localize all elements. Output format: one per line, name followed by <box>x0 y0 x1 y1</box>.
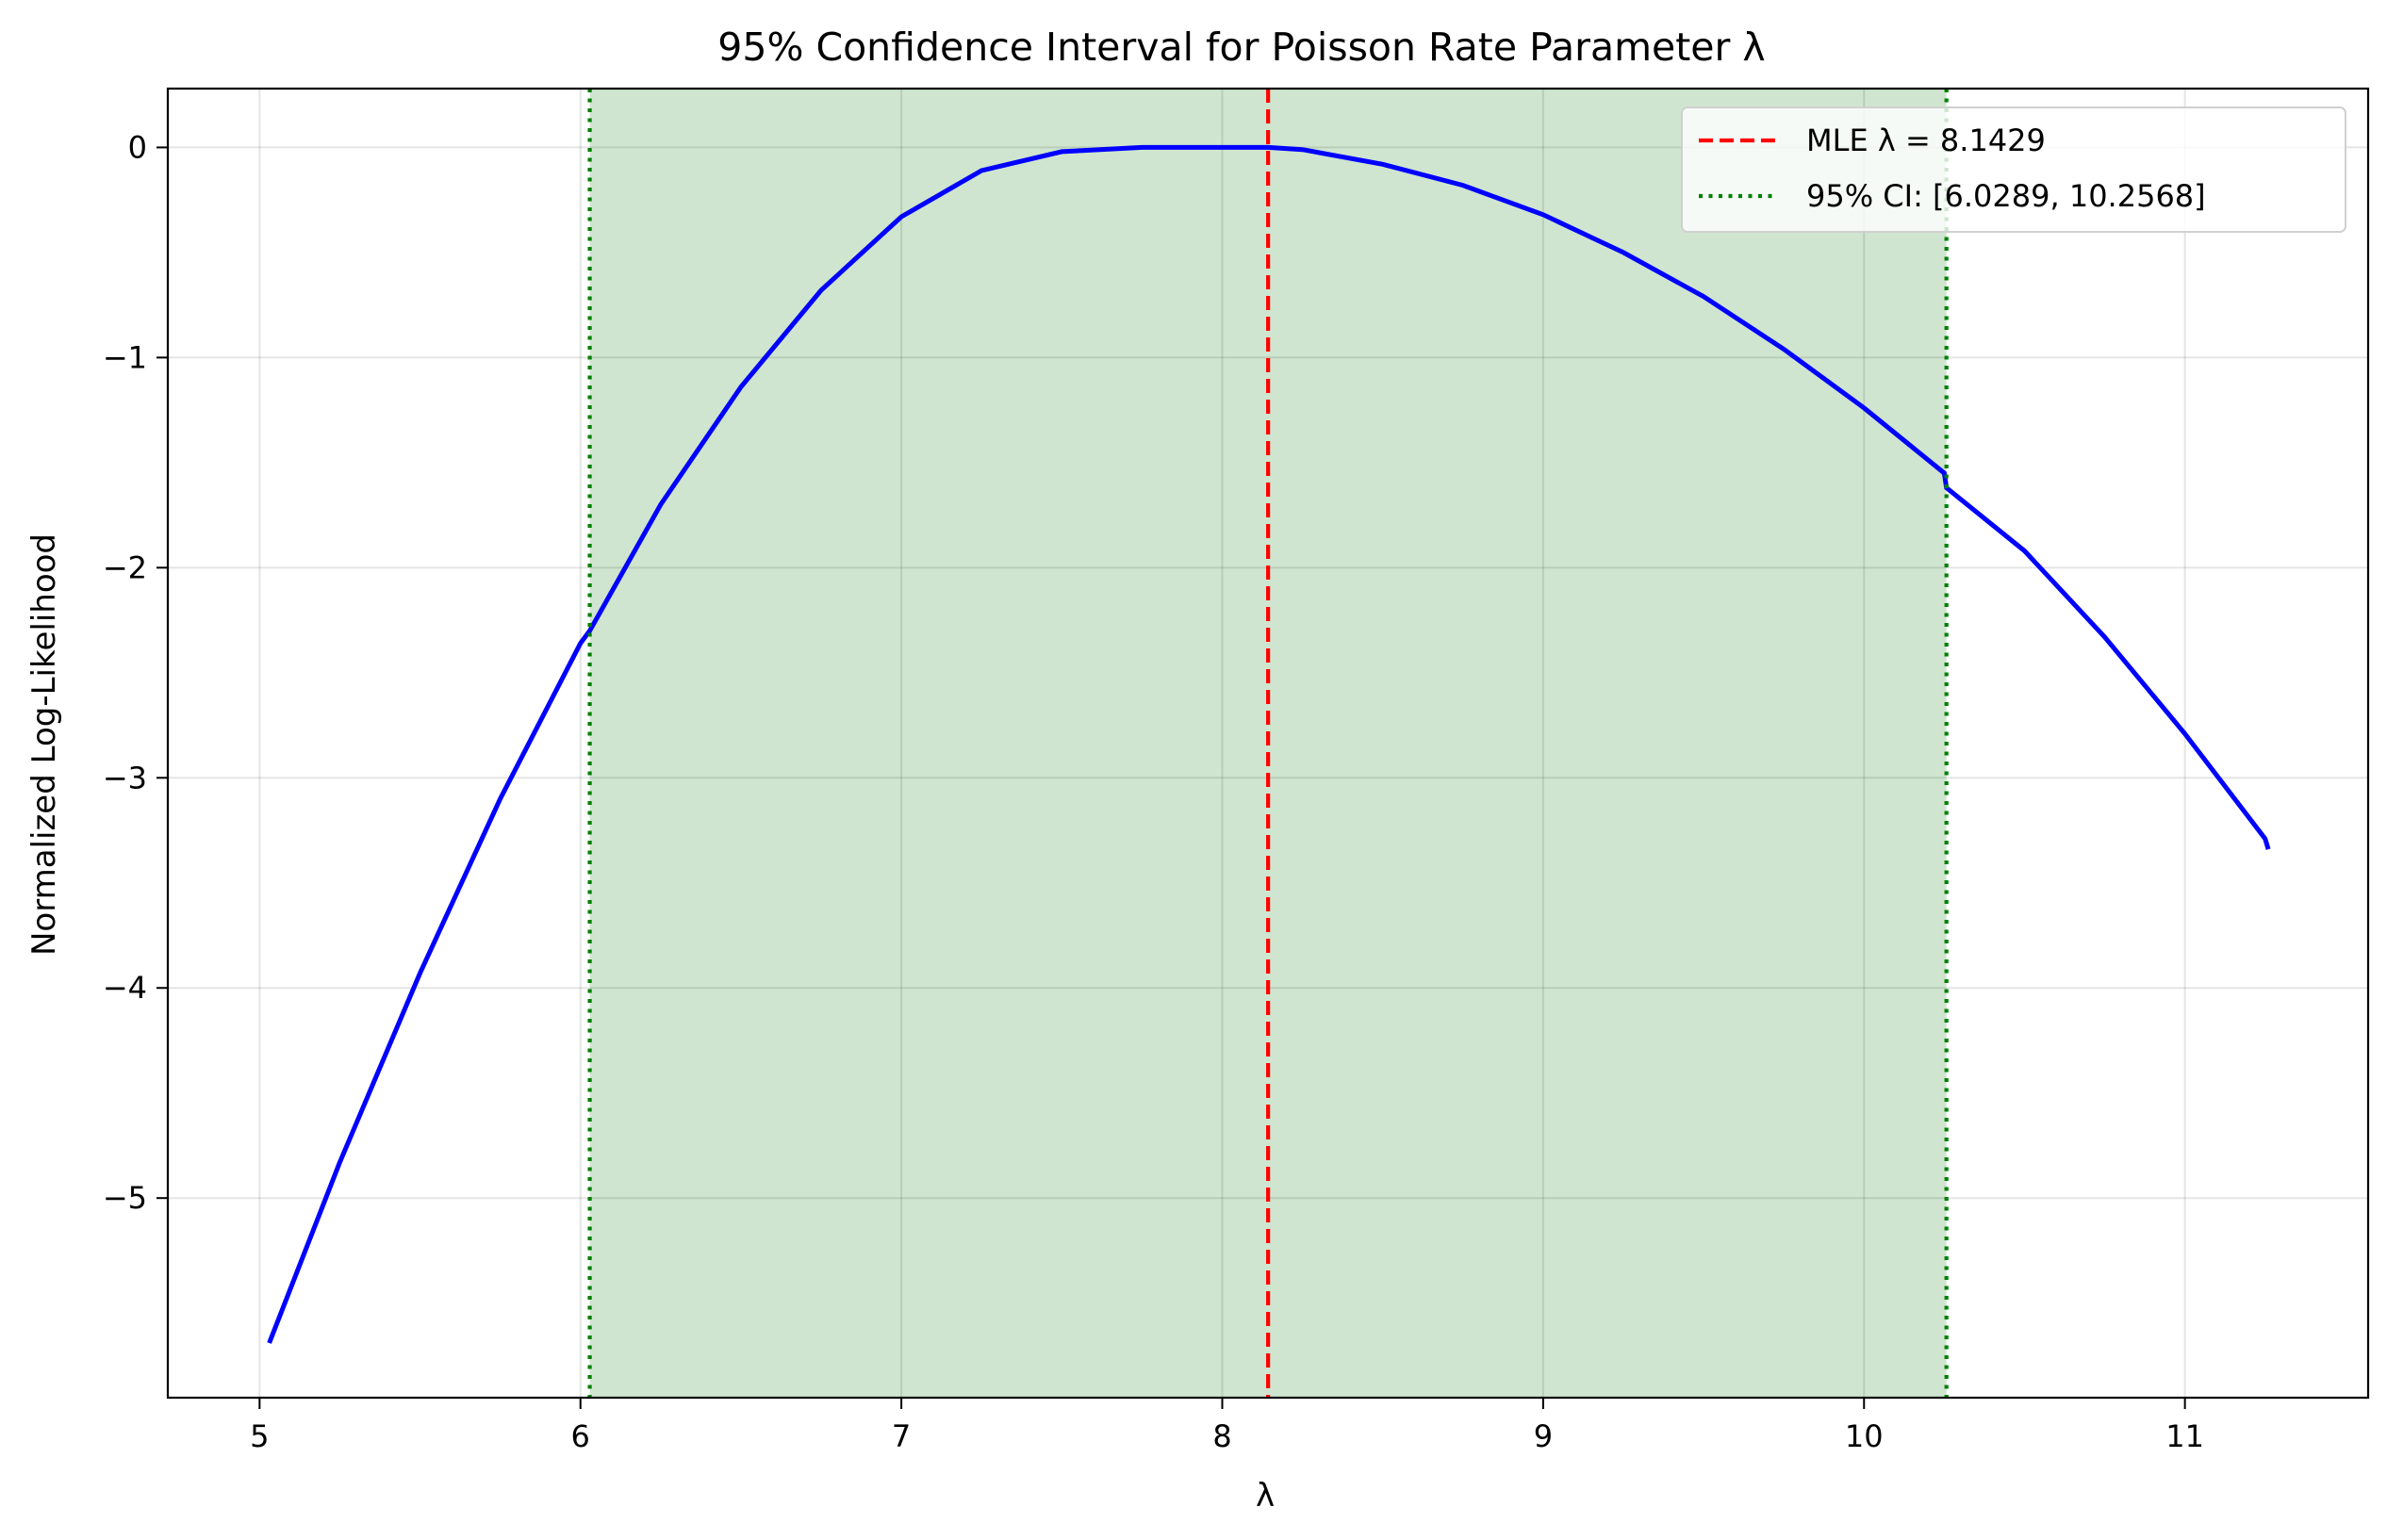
y-tick-label: −5 <box>103 1180 147 1216</box>
x-axis-label: λ <box>1256 1477 1275 1515</box>
legend-ci-label: 95% CI: [6.0289, 10.2568] <box>1806 178 2206 214</box>
x-tick-label: 5 <box>250 1418 269 1454</box>
legend: MLE λ = 8.1429 95% CI: [6.0289, 10.2568] <box>1681 106 2346 233</box>
y-axis-label: Normalized Log-Likelihood <box>25 533 63 956</box>
y-tick-label: −2 <box>103 549 147 585</box>
x-tick-label: 9 <box>1534 1418 1553 1454</box>
y-tick-label: −1 <box>103 339 147 375</box>
x-axis-ticks: 5 6 7 8 9 10 11 <box>250 1398 2204 1454</box>
legend-box <box>1681 106 2346 233</box>
y-tick-label: −3 <box>103 760 147 795</box>
axes-frame <box>166 87 2370 1400</box>
x-tick-label: 11 <box>2165 1418 2204 1454</box>
likelihood-curve <box>267 144 2271 1344</box>
x-tick-label: 8 <box>1212 1418 1231 1454</box>
x-tick-label: 6 <box>571 1418 590 1454</box>
y-tick-label: −4 <box>103 970 147 1006</box>
y-axis-ticks: 0 −1 −2 −3 −4 −5 <box>103 129 168 1216</box>
plot-area <box>168 89 2368 1398</box>
legend-mle-label: MLE λ = 8.1429 <box>1806 123 2046 158</box>
x-tick-label: 7 <box>892 1418 911 1454</box>
chart-title: 95% Confidence Interval for Poisson Rate… <box>717 25 1765 70</box>
y-tick-label: 0 <box>128 129 147 165</box>
x-tick-label: 10 <box>1845 1418 1884 1454</box>
